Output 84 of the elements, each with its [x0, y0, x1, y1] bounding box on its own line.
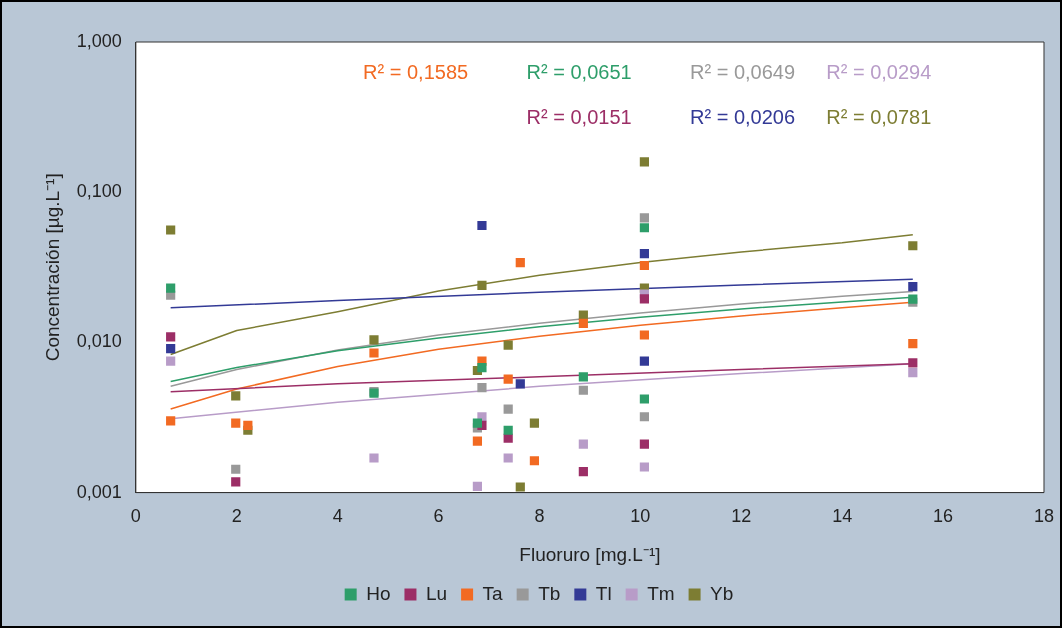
point — [477, 383, 487, 393]
point — [166, 283, 176, 293]
point — [908, 367, 918, 378]
y-tick-label: 1,000 — [76, 30, 122, 51]
point — [639, 330, 649, 340]
y-tick-label: 0,010 — [76, 331, 122, 352]
point — [369, 335, 379, 345]
point — [908, 339, 918, 349]
point — [472, 418, 482, 428]
annotation: R² = 0,0781 — [826, 106, 932, 129]
point — [515, 379, 525, 389]
point — [166, 332, 176, 342]
x-tick-label: 4 — [332, 506, 343, 527]
point — [639, 213, 649, 223]
point — [639, 223, 649, 233]
legend-label: Ho — [366, 582, 391, 604]
point — [529, 418, 540, 428]
point — [639, 294, 649, 304]
point — [639, 462, 649, 472]
x-tick-label: 18 — [1033, 506, 1054, 527]
point — [231, 391, 241, 401]
point — [639, 412, 649, 422]
y-tick-label: 0,001 — [76, 481, 122, 502]
point — [477, 280, 487, 290]
point — [472, 436, 482, 446]
point — [578, 466, 588, 477]
legend-label: Tb — [538, 582, 561, 604]
point — [529, 456, 540, 466]
point — [503, 340, 513, 350]
point — [231, 477, 241, 487]
point — [369, 348, 379, 358]
point — [908, 282, 918, 292]
point — [578, 372, 588, 382]
x-tick-label: 12 — [731, 506, 752, 527]
x-tick-label: 0 — [130, 506, 141, 527]
annotation: R² = 0,0651 — [526, 61, 632, 84]
legend-label: Ta — [482, 582, 504, 604]
point — [231, 464, 241, 474]
point — [515, 482, 525, 492]
point — [503, 453, 513, 463]
point — [166, 416, 176, 426]
point — [639, 439, 649, 449]
point — [472, 481, 482, 491]
point — [503, 374, 513, 384]
x-axis-title: Fluoruro [mg.L⁻¹] — [519, 543, 661, 565]
annotation: R² = 0,0649 — [690, 61, 796, 84]
legend-label: Tm — [647, 582, 675, 604]
x-tick-label: 16 — [933, 506, 954, 527]
x-tick-label: 10 — [630, 506, 651, 527]
y-tick-label: 0,100 — [76, 181, 122, 202]
point — [231, 418, 241, 428]
point — [166, 356, 176, 366]
point — [578, 318, 588, 328]
point — [908, 358, 918, 368]
y-axis-title: Concentración [µg.L⁻¹] — [41, 173, 63, 362]
annotation: R² = 0,1585 — [363, 61, 469, 84]
legend-label: Yb — [710, 582, 734, 604]
point — [639, 249, 649, 259]
annotation: R² = 0,0151 — [526, 106, 632, 129]
point — [503, 404, 513, 414]
point — [578, 439, 588, 449]
point — [477, 220, 487, 231]
point — [477, 362, 487, 373]
x-tick-label: 6 — [433, 506, 444, 527]
point — [639, 356, 649, 366]
annotation: R² = 0,0294 — [826, 61, 932, 84]
point — [578, 385, 588, 395]
legend-label: Lu — [425, 582, 448, 604]
x-tick-label: 2 — [231, 506, 242, 527]
x-tick-label: 8 — [534, 506, 545, 527]
point — [578, 310, 588, 320]
point — [515, 257, 525, 268]
point — [639, 260, 649, 271]
legend-label: Tl — [595, 582, 612, 604]
point — [243, 420, 253, 431]
point — [369, 453, 379, 463]
point — [166, 343, 176, 354]
point — [503, 425, 513, 435]
point — [639, 157, 649, 167]
point — [908, 241, 918, 251]
x-tick-label: 14 — [832, 506, 853, 527]
point — [639, 394, 649, 404]
annotation: R² = 0,0206 — [690, 106, 796, 129]
point — [166, 225, 176, 235]
